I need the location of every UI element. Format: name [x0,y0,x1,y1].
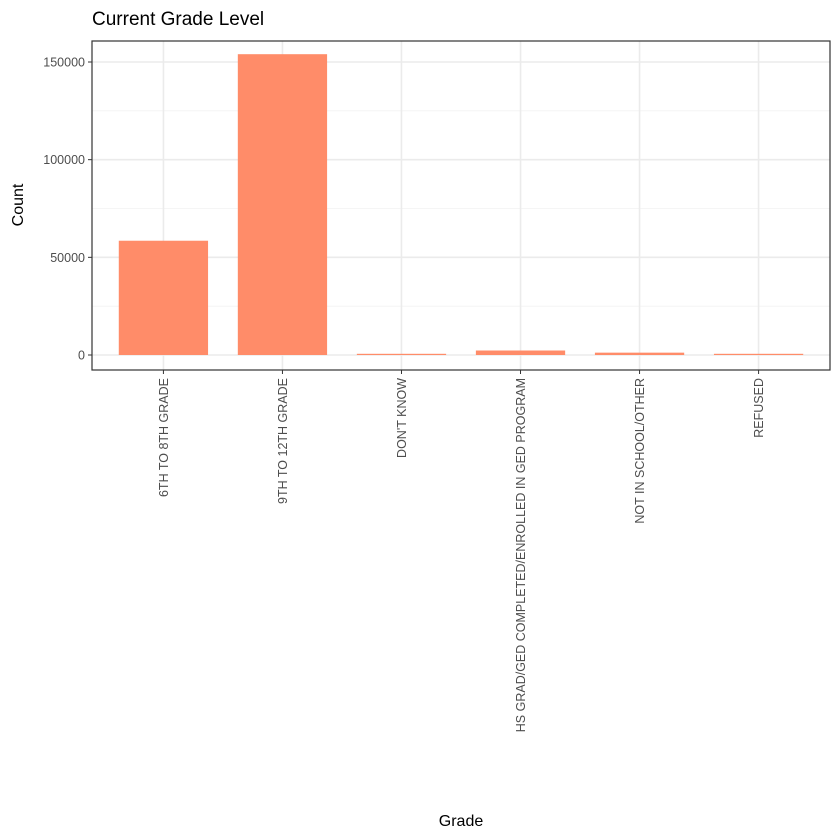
bar [475,350,566,355]
chart-title: Current Grade Level [92,9,264,30]
x-tick-label: REFUSED [752,378,766,438]
bar [237,54,328,355]
y-tick-label: 100000 [43,153,85,167]
bars-group [118,54,804,355]
x-tick-label: 6TH TO 8TH GRADE [157,378,171,497]
x-axis: 6TH TO 8TH GRADE 9TH TO 12TH GRADE DON'T K… [157,370,766,732]
x-tick-label: NOT IN SCHOOL/OTHER [633,378,647,524]
x-axis-title: Grade [439,813,484,830]
y-tick-label: 50000 [50,251,85,265]
bar [118,240,209,355]
x-tick-label: HS GRAD/GED COMPLETED/ENROLLED IN GED PR… [514,378,528,732]
y-axis: 0 50000 100000 150000 [43,56,92,363]
x-tick-label: DON'T KNOW [395,378,409,458]
plot-panel [92,41,830,370]
plot-border [91,40,831,371]
bar [594,352,685,355]
bar [713,353,804,355]
minor-gridlines [92,110,830,307]
x-tick-label: 9TH TO 12TH GRADE [276,378,290,504]
y-tick-label: 0 [78,349,85,363]
y-axis-title: Count [10,183,27,226]
bar [356,353,447,355]
y-tick-label: 150000 [43,56,85,70]
